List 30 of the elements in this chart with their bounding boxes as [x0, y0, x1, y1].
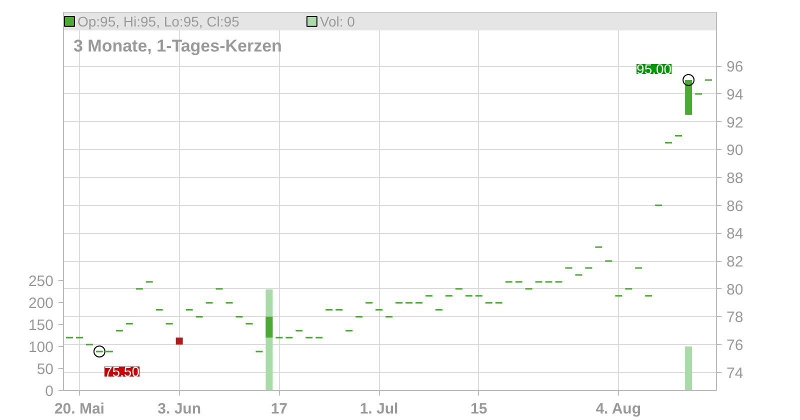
annotation: 75,50: [104, 364, 140, 380]
x-tick-label: 20. Mai: [54, 400, 104, 418]
y-tick-label: 88: [726, 170, 744, 187]
text: 3 Monate, 1-Tages-Kerzen: [73, 36, 282, 56]
x-tick-label: 1. Jul: [360, 400, 398, 418]
y2-tick-label: 200: [28, 295, 54, 312]
y2-tick-label: 100: [28, 339, 54, 356]
y-tick-label: 86: [726, 198, 744, 215]
x-tick-label: 17: [270, 400, 288, 418]
y2-tick-label: 50: [36, 361, 54, 378]
y-tick-label: 82: [726, 254, 744, 271]
y-tick-label: 90: [726, 142, 744, 160]
candlestick: [266, 316, 273, 338]
y-tick-label: 80: [726, 281, 744, 298]
x-tick-label: 3. Jun: [158, 400, 202, 418]
y2-tick-label: 250: [28, 273, 54, 290]
y2-tick-label: 150: [28, 317, 54, 334]
y-tick-label: 74: [726, 364, 744, 382]
y-tick-label: 94: [726, 86, 744, 104]
y-tick-label: 92: [726, 114, 744, 132]
y-tick-label: 96: [726, 58, 744, 76]
x-tick-label: 4. Aug: [596, 400, 642, 418]
y2-tick-label: 0: [45, 383, 54, 400]
y-tick-label: 84: [726, 226, 744, 243]
y-tick-label: 78: [726, 309, 744, 326]
legend-label: Vol: 0: [320, 13, 356, 30]
y-tick-label: 76: [726, 337, 744, 354]
x-tick-label: 15: [470, 400, 488, 418]
legend-label: Op:95, Hi:95, Lo:95, Cl:95: [77, 13, 240, 30]
annotation: 95,00: [636, 61, 672, 78]
